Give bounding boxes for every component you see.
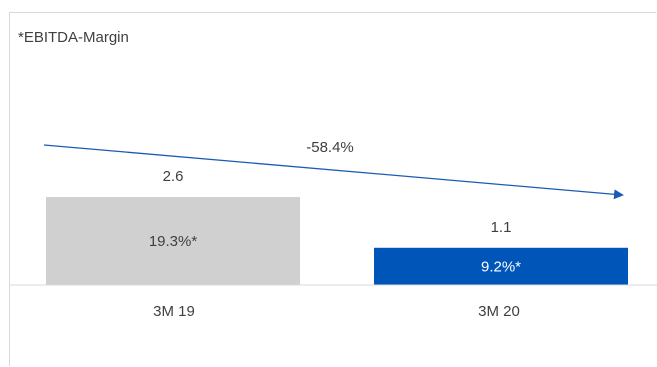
bar-3m-20 (374, 247, 628, 285)
value-label: 2.6 (163, 168, 184, 185)
value-label: 1.1 (491, 219, 512, 236)
chart-note: *EBITDA-Margin (18, 29, 129, 46)
margin-label: 9.2%* (481, 258, 521, 275)
bars-layer: 2.6 19.3%* 1.1 9.2%* (46, 168, 628, 285)
bar-3m-19 (46, 197, 300, 285)
category-label: 3M 19 (153, 303, 195, 320)
category-label: 3M 20 (478, 303, 520, 320)
trend-arrow (43, 144, 624, 200)
margin-label: 19.3%* (149, 233, 198, 250)
change-label: -58.4% (306, 139, 354, 156)
